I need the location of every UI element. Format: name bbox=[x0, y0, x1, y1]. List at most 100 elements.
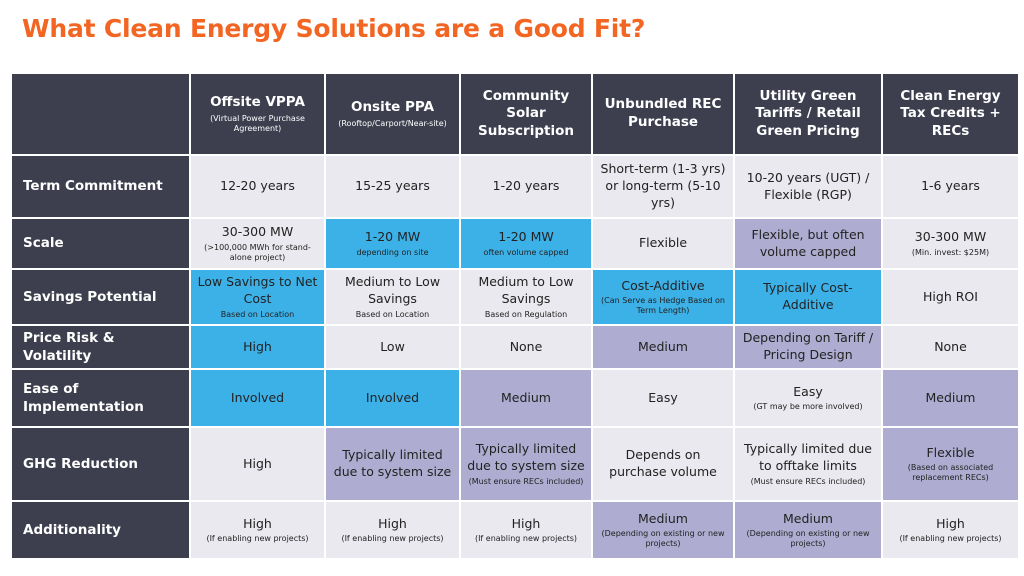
table-cell: Flexible, but often volume capped bbox=[735, 219, 881, 268]
row-label: Scale bbox=[12, 219, 189, 268]
table-cell: Medium bbox=[593, 326, 733, 368]
table-cell: Easy bbox=[593, 370, 733, 426]
row-label: Additionality bbox=[12, 502, 189, 558]
table-cell: Typically limited due to offtake limits (… bbox=[735, 428, 881, 500]
table-cell: High (If enabling new projects) bbox=[461, 502, 591, 558]
table-cell-main: High ROI bbox=[923, 288, 978, 304]
table-cell: 1-6 years bbox=[883, 156, 1018, 217]
row-label: Price Risk & Volatility bbox=[12, 326, 189, 368]
table-cell-note: depending on site bbox=[356, 247, 429, 257]
table-cell: Low Savings to Net Cost Based on Location bbox=[191, 270, 324, 324]
table-cell-main: Easy bbox=[793, 383, 823, 399]
table-cell: Involved bbox=[191, 370, 324, 426]
column-header-main: Onsite PPA bbox=[350, 99, 435, 116]
table-cell-main: Medium bbox=[925, 389, 976, 405]
table-cell-main: 1-20 MW bbox=[498, 229, 554, 245]
table-cell-main: 1-20 MW bbox=[364, 229, 421, 245]
table-cell-main: Medium to Low Savings bbox=[478, 274, 574, 306]
table-cell: Easy (GT may be more involved) bbox=[735, 370, 881, 426]
table-cell: 1-20 MW often volume capped bbox=[461, 219, 591, 268]
table-cell: 30-300 MW (>100,000 MWh for stand-alone p… bbox=[191, 219, 324, 268]
table-cell-main: 12-20 years bbox=[220, 178, 295, 194]
table-cell-main: 30-300 MW bbox=[914, 229, 987, 245]
column-header: Community Solar Subscription bbox=[461, 74, 591, 154]
table-cell: Depending on Tariff / Pricing Design bbox=[735, 326, 881, 368]
column-header-main: Clean Energy Tax Credits + RECs bbox=[900, 87, 1001, 139]
table-cell-main: High bbox=[243, 515, 272, 531]
table-cell: Typically limited due to system size (Mus… bbox=[461, 428, 591, 500]
table-cell: Typically limited due to system size bbox=[326, 428, 459, 500]
table-cell-main: 1-6 years bbox=[921, 178, 980, 194]
table-cell-main: Cost-Additive bbox=[621, 277, 705, 293]
table-cell: 1-20 years bbox=[461, 156, 591, 217]
column-header-main: Community Solar Subscription bbox=[478, 87, 574, 139]
table-cell-main: Typically limited due to offtake limits bbox=[744, 441, 872, 473]
table-cell-note: Based on Location bbox=[220, 309, 295, 319]
column-header: Offsite VPPA (Virtual Power Purchase Agre… bbox=[191, 74, 324, 154]
table-cell-note: (Based on associated replacement RECs) bbox=[907, 463, 994, 483]
table-cell: Medium bbox=[883, 370, 1018, 426]
column-header-main: Unbundled REC Purchase bbox=[604, 96, 722, 130]
page-title: What Clean Energy Solutions are a Good F… bbox=[22, 14, 646, 43]
table-cell-main: Medium bbox=[501, 389, 551, 405]
table-cell-main: None bbox=[509, 338, 543, 354]
table-cell: Medium to Low Savings Based on Regulation bbox=[461, 270, 591, 324]
table-cell: Medium bbox=[461, 370, 591, 426]
table-cell: Flexible bbox=[593, 219, 733, 268]
row-label: Term Commitment bbox=[12, 156, 189, 217]
table-cell-note: (Depending on existing or new projects) bbox=[746, 529, 870, 549]
table-cell-main: 10-20 years (UGT) / Flexible (RGP) bbox=[746, 169, 870, 202]
table-cell: Medium (Depending on existing or new proj… bbox=[593, 502, 733, 558]
column-header-note: (Virtual Power Purchase Agreement) bbox=[210, 113, 305, 133]
table-cell-note: often volume capped bbox=[483, 247, 569, 257]
table-cell-main: Low bbox=[380, 338, 405, 354]
header-corner bbox=[12, 74, 189, 154]
row-label: Savings Potential bbox=[12, 270, 189, 324]
table-cell-main: High bbox=[243, 338, 272, 354]
table-cell-note: (GT may be more involved) bbox=[753, 402, 863, 412]
table-cell-main: High bbox=[243, 455, 272, 471]
table-cell-main: Medium bbox=[638, 510, 688, 526]
table-cell-note: (Depending on existing or new projects) bbox=[601, 529, 725, 549]
column-header: Unbundled REC Purchase bbox=[593, 74, 733, 154]
table-cell: 15-25 years bbox=[326, 156, 459, 217]
table-cell-main: Flexible bbox=[638, 235, 688, 251]
column-header: Onsite PPA (Rooftop/Carport/Near-site) bbox=[326, 74, 459, 154]
table-cell: Flexible (Based on associated replacement… bbox=[883, 428, 1018, 500]
table-cell-main: Typically limited due to system size bbox=[333, 447, 452, 479]
table-cell-main: Involved bbox=[230, 389, 285, 405]
column-header-main: Offsite VPPA bbox=[210, 94, 305, 111]
table-cell: Short-term (1-3 yrs) or long-term (5-10 … bbox=[593, 156, 733, 217]
table-cell-main: Typically limited due to system size bbox=[467, 441, 585, 473]
table-cell: High (If enabling new projects) bbox=[883, 502, 1018, 558]
table-cell-main: Typically Cost-Additive bbox=[763, 280, 853, 312]
column-header: Utility Green Tariffs / Retail Green Pri… bbox=[735, 74, 881, 154]
table-cell: 1-20 MW depending on site bbox=[326, 219, 459, 268]
table-cell-note: (Must ensure RECs included) bbox=[468, 476, 584, 486]
table-cell-note: (Can Serve as Hedge Based on Term Length… bbox=[601, 296, 725, 316]
row-label: Ease of Implementation bbox=[12, 370, 189, 426]
table-cell-note: (Must ensure RECs included) bbox=[750, 476, 866, 486]
table-cell: Involved bbox=[326, 370, 459, 426]
table-cell-main: Easy bbox=[648, 389, 678, 405]
table-cell-main: Flexible bbox=[926, 444, 975, 460]
table-cell-main: Involved bbox=[365, 389, 420, 405]
table-cell-note: (If enabling new projects) bbox=[341, 534, 444, 544]
table-cell-main: 1-20 years bbox=[492, 178, 560, 194]
table-cell-main: Depending on Tariff / Pricing Design bbox=[742, 330, 874, 362]
table-cell: None bbox=[461, 326, 591, 368]
column-header-note: (Rooftop/Carport/Near-site) bbox=[338, 118, 447, 128]
table-cell-note: (If enabling new projects) bbox=[474, 534, 578, 544]
table-cell-note: (>100,000 MWh for stand-alone project) bbox=[204, 242, 311, 262]
comparison-table: Offsite VPPA (Virtual Power Purchase Agre… bbox=[12, 74, 1018, 558]
table-cell-main: 15-25 years bbox=[355, 178, 430, 194]
table-cell: High (If enabling new projects) bbox=[326, 502, 459, 558]
table-cell-main: Medium bbox=[783, 510, 833, 526]
table-cell-main: High bbox=[936, 515, 965, 531]
table-cell: Depends on purchase volume bbox=[593, 428, 733, 500]
table-cell: High (If enabling new projects) bbox=[191, 502, 324, 558]
table-cell: High bbox=[191, 326, 324, 368]
table-cell: None bbox=[883, 326, 1018, 368]
table-cell-main: High bbox=[378, 515, 407, 531]
table-cell: 30-300 MW (Min. invest: $25M) bbox=[883, 219, 1018, 268]
